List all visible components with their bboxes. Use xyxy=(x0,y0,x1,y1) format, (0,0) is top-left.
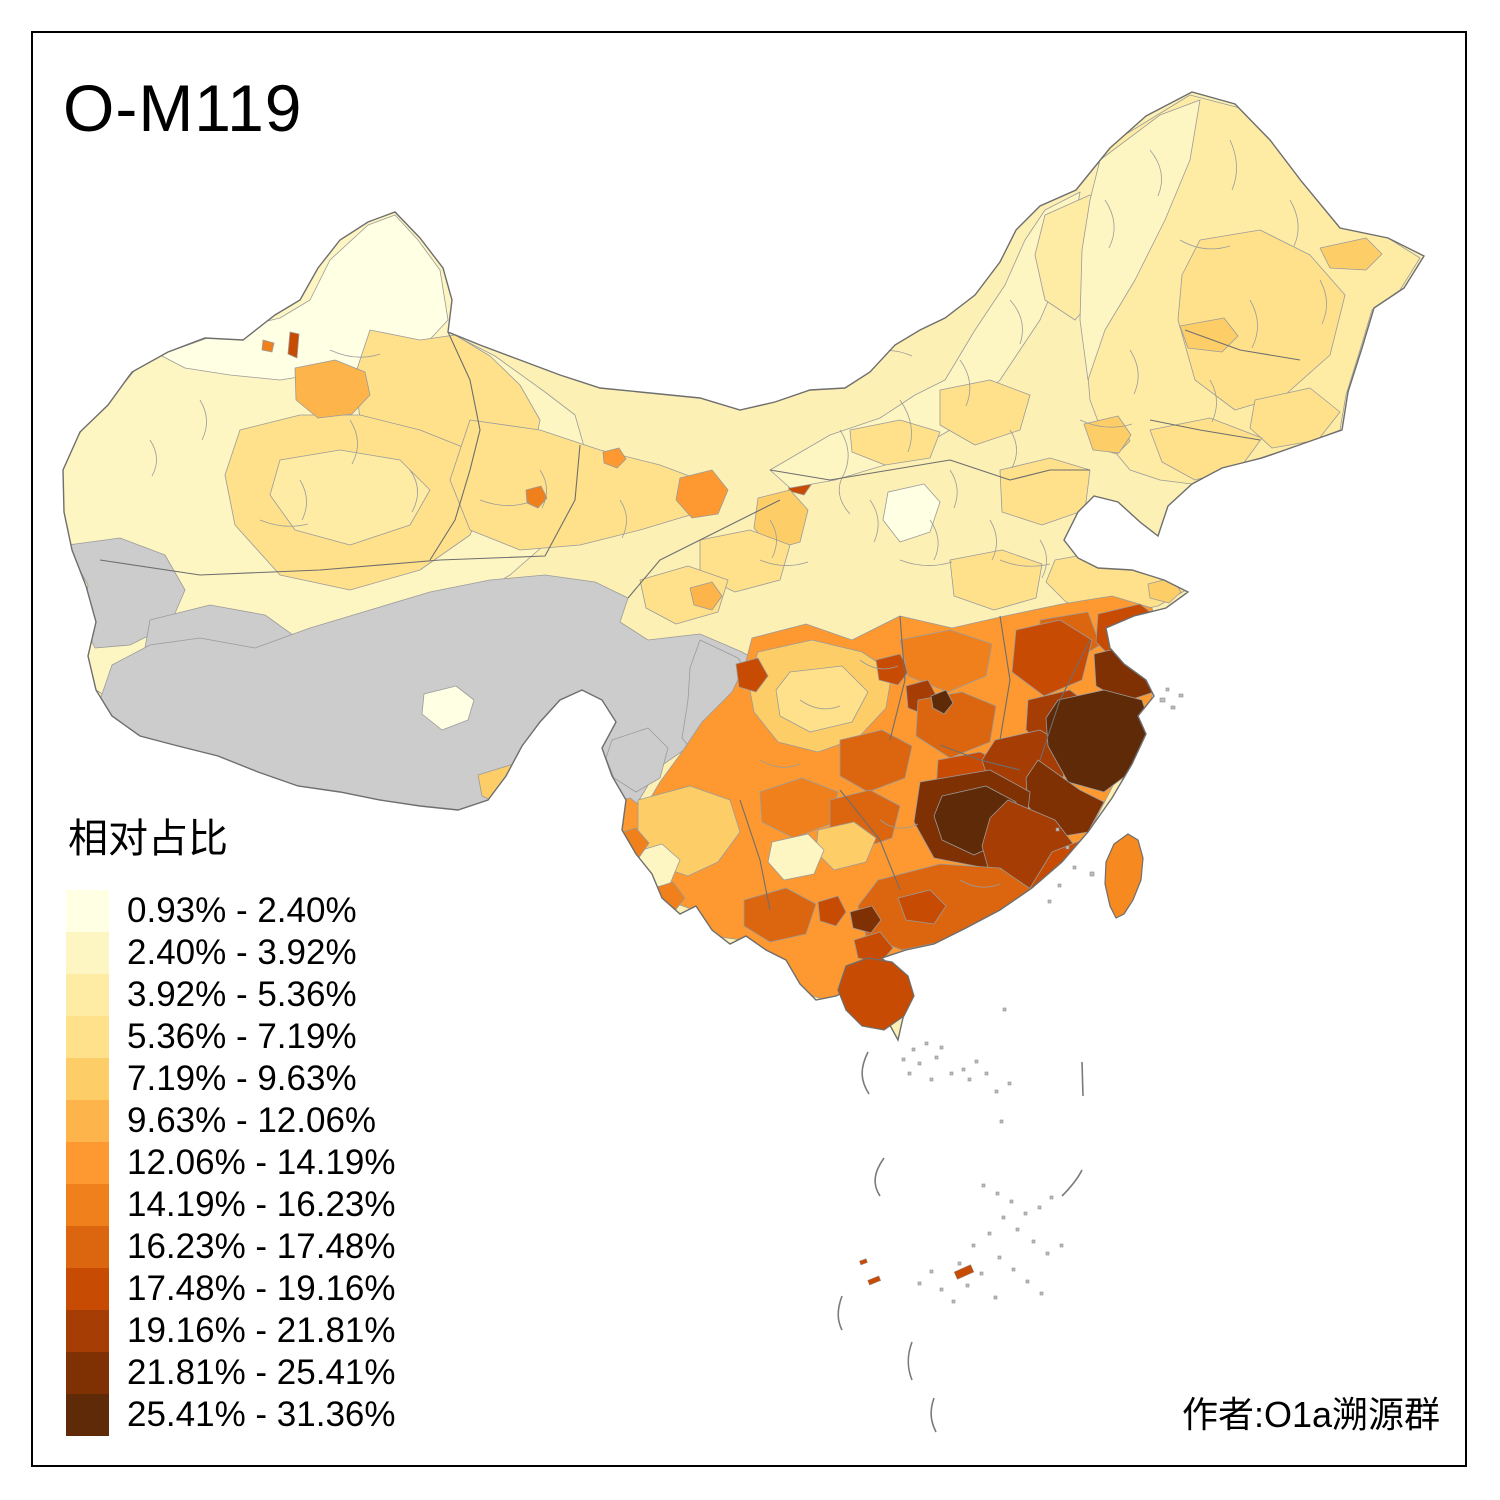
legend-label: 19.16% - 21.81% xyxy=(127,1311,396,1350)
legend-label: 7.19% - 9.63% xyxy=(127,1059,357,1098)
province-boundaries xyxy=(99,329,1301,911)
region-blob xyxy=(602,447,627,469)
region-blob xyxy=(1079,99,1201,381)
region-blob xyxy=(939,379,1031,446)
legend-row: 25.41% - 31.36% xyxy=(66,1394,396,1436)
mainland-region-fills xyxy=(62,91,1426,1042)
legend-label: 21.81% - 25.41% xyxy=(127,1353,396,1392)
legend-row: 0.93% - 2.40% xyxy=(66,890,396,932)
legend-swatch xyxy=(66,1100,109,1142)
region-blob xyxy=(849,419,941,466)
legend-title: 相对占比 xyxy=(68,817,228,861)
legend-swatch xyxy=(66,1268,109,1310)
legend-row: 5.36% - 7.19% xyxy=(66,1016,396,1058)
legend-swatch xyxy=(66,1352,109,1394)
legend-swatch xyxy=(66,1394,109,1436)
legend-swatch xyxy=(66,1016,109,1058)
nine-dash-line xyxy=(837,1051,1084,1433)
region-blob xyxy=(875,653,910,686)
legend-label: 25.41% - 31.36% xyxy=(127,1395,396,1434)
legend-row: 7.19% - 9.63% xyxy=(66,1058,396,1100)
legend-label: 17.48% - 19.16% xyxy=(127,1269,396,1308)
region-blob xyxy=(1045,689,1153,793)
legend-row: 16.23% - 17.48% xyxy=(66,1226,396,1268)
legend-entries: 0.93% - 2.40% 2.40% - 3.92% 3.92% - 5.36% 5… xyxy=(66,890,396,1436)
legend-row: 12.06% - 14.19% xyxy=(66,1142,396,1184)
region-blob xyxy=(853,931,894,964)
page-title: O-M119 xyxy=(63,71,303,145)
legend-label: 12.06% - 14.19% xyxy=(127,1143,396,1182)
legend: 相对占比 0.93% - 2.40% 2.40% - 3.92% 3.92% - 5… xyxy=(66,806,396,1436)
colored-islets xyxy=(859,1258,975,1286)
region-blob xyxy=(882,483,941,543)
legend-label: 3.92% - 5.36% xyxy=(127,975,357,1014)
legend-label: 5.36% - 7.19% xyxy=(127,1017,357,1056)
hainan-island xyxy=(837,957,915,1031)
legend-row: 14.19% - 16.23% xyxy=(66,1184,396,1226)
coastal-islets xyxy=(1002,687,1184,1012)
legend-label: 16.23% - 17.48% xyxy=(127,1227,396,1266)
region-blob xyxy=(775,665,869,733)
legend-swatch xyxy=(66,890,109,932)
legend-row: 2.40% - 3.92% xyxy=(66,932,396,974)
mainland-outline xyxy=(62,91,1426,1042)
region-blob xyxy=(287,331,300,359)
taiwan-island xyxy=(1104,833,1144,919)
region-blob xyxy=(269,449,431,546)
region-blob xyxy=(930,689,954,715)
region-blob xyxy=(1319,237,1383,271)
legend-swatch xyxy=(66,1142,109,1184)
legend-row: 9.63% - 12.06% xyxy=(66,1100,396,1142)
legend-swatch xyxy=(66,932,109,974)
legend-swatch xyxy=(66,1226,109,1268)
region-blob xyxy=(817,895,847,927)
legend-row: 21.81% - 25.41% xyxy=(66,1352,396,1394)
legend-swatch xyxy=(66,1058,109,1100)
plot-frame xyxy=(31,31,1467,1467)
legend-label: 14.19% - 16.23% xyxy=(127,1185,396,1224)
region-blob xyxy=(689,581,723,611)
region-blob xyxy=(743,887,817,943)
region-blob xyxy=(767,833,825,881)
legend-swatch xyxy=(66,1184,109,1226)
legend-label: 9.63% - 12.06% xyxy=(127,1101,377,1140)
region-blob xyxy=(735,657,769,693)
region-blob xyxy=(753,489,809,551)
legend-swatch xyxy=(66,1310,109,1352)
region-blob xyxy=(849,905,882,934)
legend-swatch xyxy=(66,974,109,1016)
legend-row: 19.16% - 21.81% xyxy=(66,1310,396,1352)
legend-row: 3.92% - 5.36% xyxy=(66,974,396,1016)
region-blob xyxy=(294,359,371,419)
south-china-sea-islands xyxy=(901,1041,1064,1304)
region-blob xyxy=(675,469,729,519)
region-blob xyxy=(897,889,947,925)
region-blob xyxy=(449,419,701,551)
region-blob xyxy=(525,485,548,509)
region-blob xyxy=(899,629,993,693)
legend-label: 0.93% - 2.40% xyxy=(127,891,357,930)
legend-label: 2.40% - 3.92% xyxy=(127,933,357,972)
author-credit: 作者:O1a溯源群 xyxy=(1181,1394,1440,1435)
region-blob xyxy=(261,339,275,353)
region-blob xyxy=(839,729,913,793)
legend-row: 17.48% - 19.16% xyxy=(66,1268,396,1310)
region-blob xyxy=(639,565,729,625)
region-blob xyxy=(421,685,475,731)
